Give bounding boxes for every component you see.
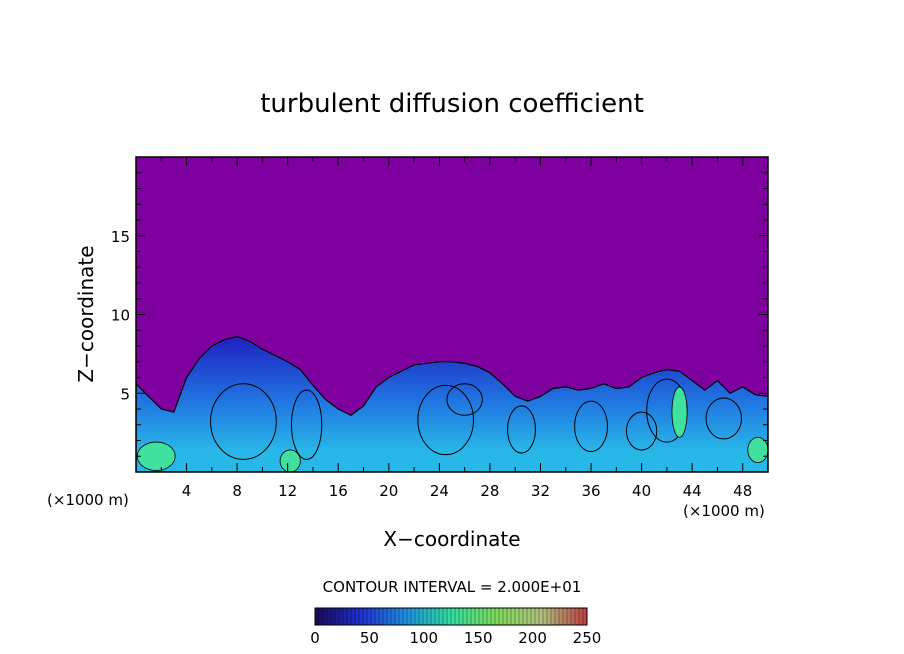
peak-patch <box>671 386 688 438</box>
eddy-contour <box>574 400 608 453</box>
y-tick-label: 15 <box>111 228 130 246</box>
turbulent-region <box>136 336 768 472</box>
eddy-contour <box>625 411 658 451</box>
colorbar-tick-label: 250 <box>573 629 602 647</box>
x-tick-label: 4 <box>182 482 192 500</box>
x-axis: 4 8 12 16 20 24 28 32 36 40 44 48 <box>160 157 752 500</box>
peak-patch <box>279 449 301 472</box>
x-unit-label-right: (×1000 m) <box>683 502 765 520</box>
x-tick-label: 32 <box>531 482 550 500</box>
x-tick-label: 40 <box>632 482 651 500</box>
colorbar-tick-label: 0 <box>310 629 320 647</box>
eddy-contour <box>446 383 483 416</box>
x-unit-label-left: (×1000 m) <box>47 491 129 509</box>
x-tick-label: 36 <box>581 482 600 500</box>
eddy-contour <box>290 389 323 460</box>
x-tick-label: 44 <box>683 482 702 500</box>
x-tick-label: 12 <box>278 482 297 500</box>
colorbar-tick-label: 200 <box>518 629 547 647</box>
colorbar: 0 50 100 150 200 250 <box>310 607 602 647</box>
x-axis-label: X−coordinate <box>383 527 520 551</box>
x-tick-label: 8 <box>232 482 242 500</box>
x-tick-label: 28 <box>480 482 499 500</box>
y-tick-label: 10 <box>111 307 130 325</box>
contour-interval-label: CONTOUR INTERVAL = 2.000E+01 <box>323 578 582 596</box>
plot-area <box>135 156 769 473</box>
x-tick-label: 20 <box>379 482 398 500</box>
colorbar-tick-label: 100 <box>409 629 438 647</box>
colorbar-frame <box>314 607 588 626</box>
x-tick-label: 16 <box>329 482 348 500</box>
eddy-contour <box>507 405 536 454</box>
peak-patch <box>747 436 768 463</box>
outer-contour <box>136 335 768 472</box>
colorbar-tick-label: 50 <box>360 629 379 647</box>
eddy-contour <box>417 384 474 456</box>
eddy-contour <box>210 383 277 460</box>
chart-title: turbulent diffusion coefficient <box>260 89 644 119</box>
colorbar-tick-label: 150 <box>464 629 493 647</box>
diffusion-field <box>136 335 768 472</box>
peak-patch <box>136 441 176 471</box>
y-tick-label: 5 <box>120 385 130 403</box>
y-axis-label: Z−coordinate <box>74 245 98 382</box>
eddy-contour <box>705 397 742 440</box>
x-tick-label: 24 <box>430 482 449 500</box>
x-tick-label: 48 <box>733 482 752 500</box>
y-axis: 5 10 15 <box>111 172 768 457</box>
